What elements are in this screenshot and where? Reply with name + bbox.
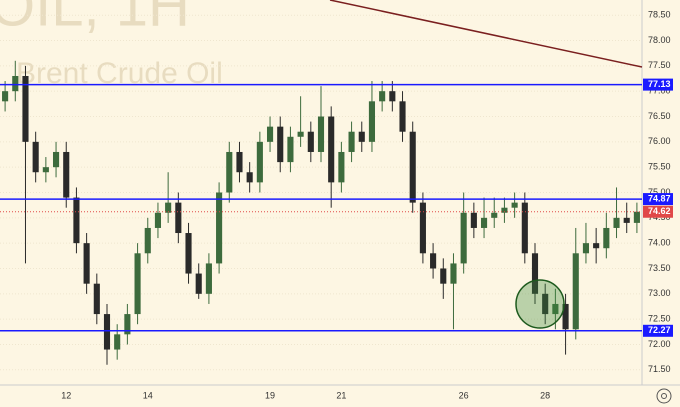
x-tick-label: 26	[459, 390, 469, 400]
settings-icon-core[interactable]	[661, 393, 667, 399]
y-tick-label: 75.50	[648, 162, 671, 172]
y-tick-label: 73.00	[648, 288, 671, 298]
candle-body	[603, 227, 610, 249]
x-tick-label: 28	[540, 390, 550, 400]
level-label-bg	[643, 324, 673, 337]
candle-body	[399, 101, 406, 132]
candle-body	[124, 314, 131, 335]
last-price-label: 74.62	[648, 206, 671, 216]
last-price-label-bg	[643, 205, 673, 218]
candle-body	[491, 212, 498, 218]
candle-body	[42, 167, 49, 173]
trend-line	[329, 0, 643, 68]
y-tick-label: 73.50	[648, 263, 671, 273]
candle-body	[2, 91, 9, 102]
candle-body	[32, 141, 39, 173]
candle-body	[277, 126, 284, 163]
x-tick-label: 14	[143, 390, 153, 400]
candle-body	[572, 253, 579, 330]
candle-body	[307, 131, 314, 152]
candle-body	[144, 227, 151, 254]
candle-body	[63, 151, 70, 198]
candle-body	[623, 217, 630, 223]
candle-body	[419, 202, 426, 254]
candle-body	[552, 303, 559, 315]
level-label: 77.13	[648, 79, 671, 89]
candle-body	[297, 131, 304, 137]
candle-body	[256, 141, 263, 183]
candle-body	[521, 202, 528, 254]
candle-body	[613, 217, 620, 228]
plot: 71.5072.0072.5073.0073.5074.0074.5075.00…	[0, 10, 673, 400]
candle-body	[368, 101, 376, 142]
candle-body	[593, 243, 600, 249]
candle-body	[501, 207, 508, 213]
candle-body	[195, 273, 202, 294]
candle-body	[154, 212, 162, 228]
candle-body	[470, 212, 477, 228]
candle-body	[440, 268, 447, 284]
candle-body	[582, 243, 590, 254]
candle-body	[52, 151, 60, 168]
candle-body	[328, 116, 335, 183]
candle-body	[480, 217, 488, 228]
candle-body	[134, 253, 141, 315]
y-tick-label: 74.00	[648, 238, 671, 248]
y-tick-label: 75.00	[648, 187, 671, 197]
candle-body	[205, 263, 212, 294]
candle-body	[226, 151, 233, 193]
candle-body	[379, 91, 386, 102]
candle-body	[266, 126, 274, 142]
y-tick-label: 77.50	[648, 60, 671, 70]
x-tick-label: 19	[265, 390, 275, 400]
y-tick-label: 71.50	[648, 364, 671, 374]
candle-body	[389, 91, 396, 102]
candle-body	[83, 243, 90, 284]
candle-body	[450, 263, 457, 284]
y-tick-label: 76.00	[648, 136, 671, 146]
candle-body	[287, 136, 294, 163]
candle-body	[358, 131, 365, 142]
candle-body	[246, 172, 253, 183]
y-tick-label: 76.50	[648, 111, 671, 121]
candle-body	[562, 303, 569, 330]
candle-body	[12, 75, 19, 92]
highlight-circle	[515, 279, 565, 329]
y-tick-label: 78.50	[648, 10, 671, 20]
settings-icon-ring[interactable]	[656, 388, 672, 404]
candle-body	[633, 211, 640, 223]
y-tick-label: 78.00	[648, 35, 671, 45]
candle-body	[348, 131, 355, 152]
candle-body	[165, 202, 172, 213]
candle-body	[114, 334, 121, 350]
candle-body	[531, 253, 539, 294]
candle-body	[73, 197, 80, 244]
candle-body	[511, 202, 518, 208]
settings-icon[interactable]	[656, 388, 672, 404]
x-tick-label: 12	[61, 390, 71, 400]
y-tick-label: 72.50	[648, 314, 671, 324]
candle-body	[542, 293, 549, 315]
candle-body	[93, 283, 100, 315]
candle-body	[430, 253, 437, 269]
watermark-symbol: OIL, 1H	[0, 0, 190, 38]
level-label: 72.27	[648, 325, 671, 335]
y-tick-label: 72.00	[648, 339, 671, 349]
level-label-bg	[643, 193, 673, 206]
candle-body	[175, 202, 182, 234]
candle-body	[460, 212, 467, 264]
candle-body	[338, 151, 345, 183]
x-tick-label: 21	[336, 390, 346, 400]
candle-body	[409, 131, 416, 203]
level-label: 74.87	[648, 193, 671, 203]
level-label-bg	[643, 78, 673, 91]
candle-body	[216, 192, 223, 264]
candle-body	[317, 116, 325, 152]
candle-body	[185, 233, 192, 274]
candle-body	[236, 151, 243, 173]
candle-body	[103, 314, 111, 350]
candle-body	[22, 75, 29, 142]
